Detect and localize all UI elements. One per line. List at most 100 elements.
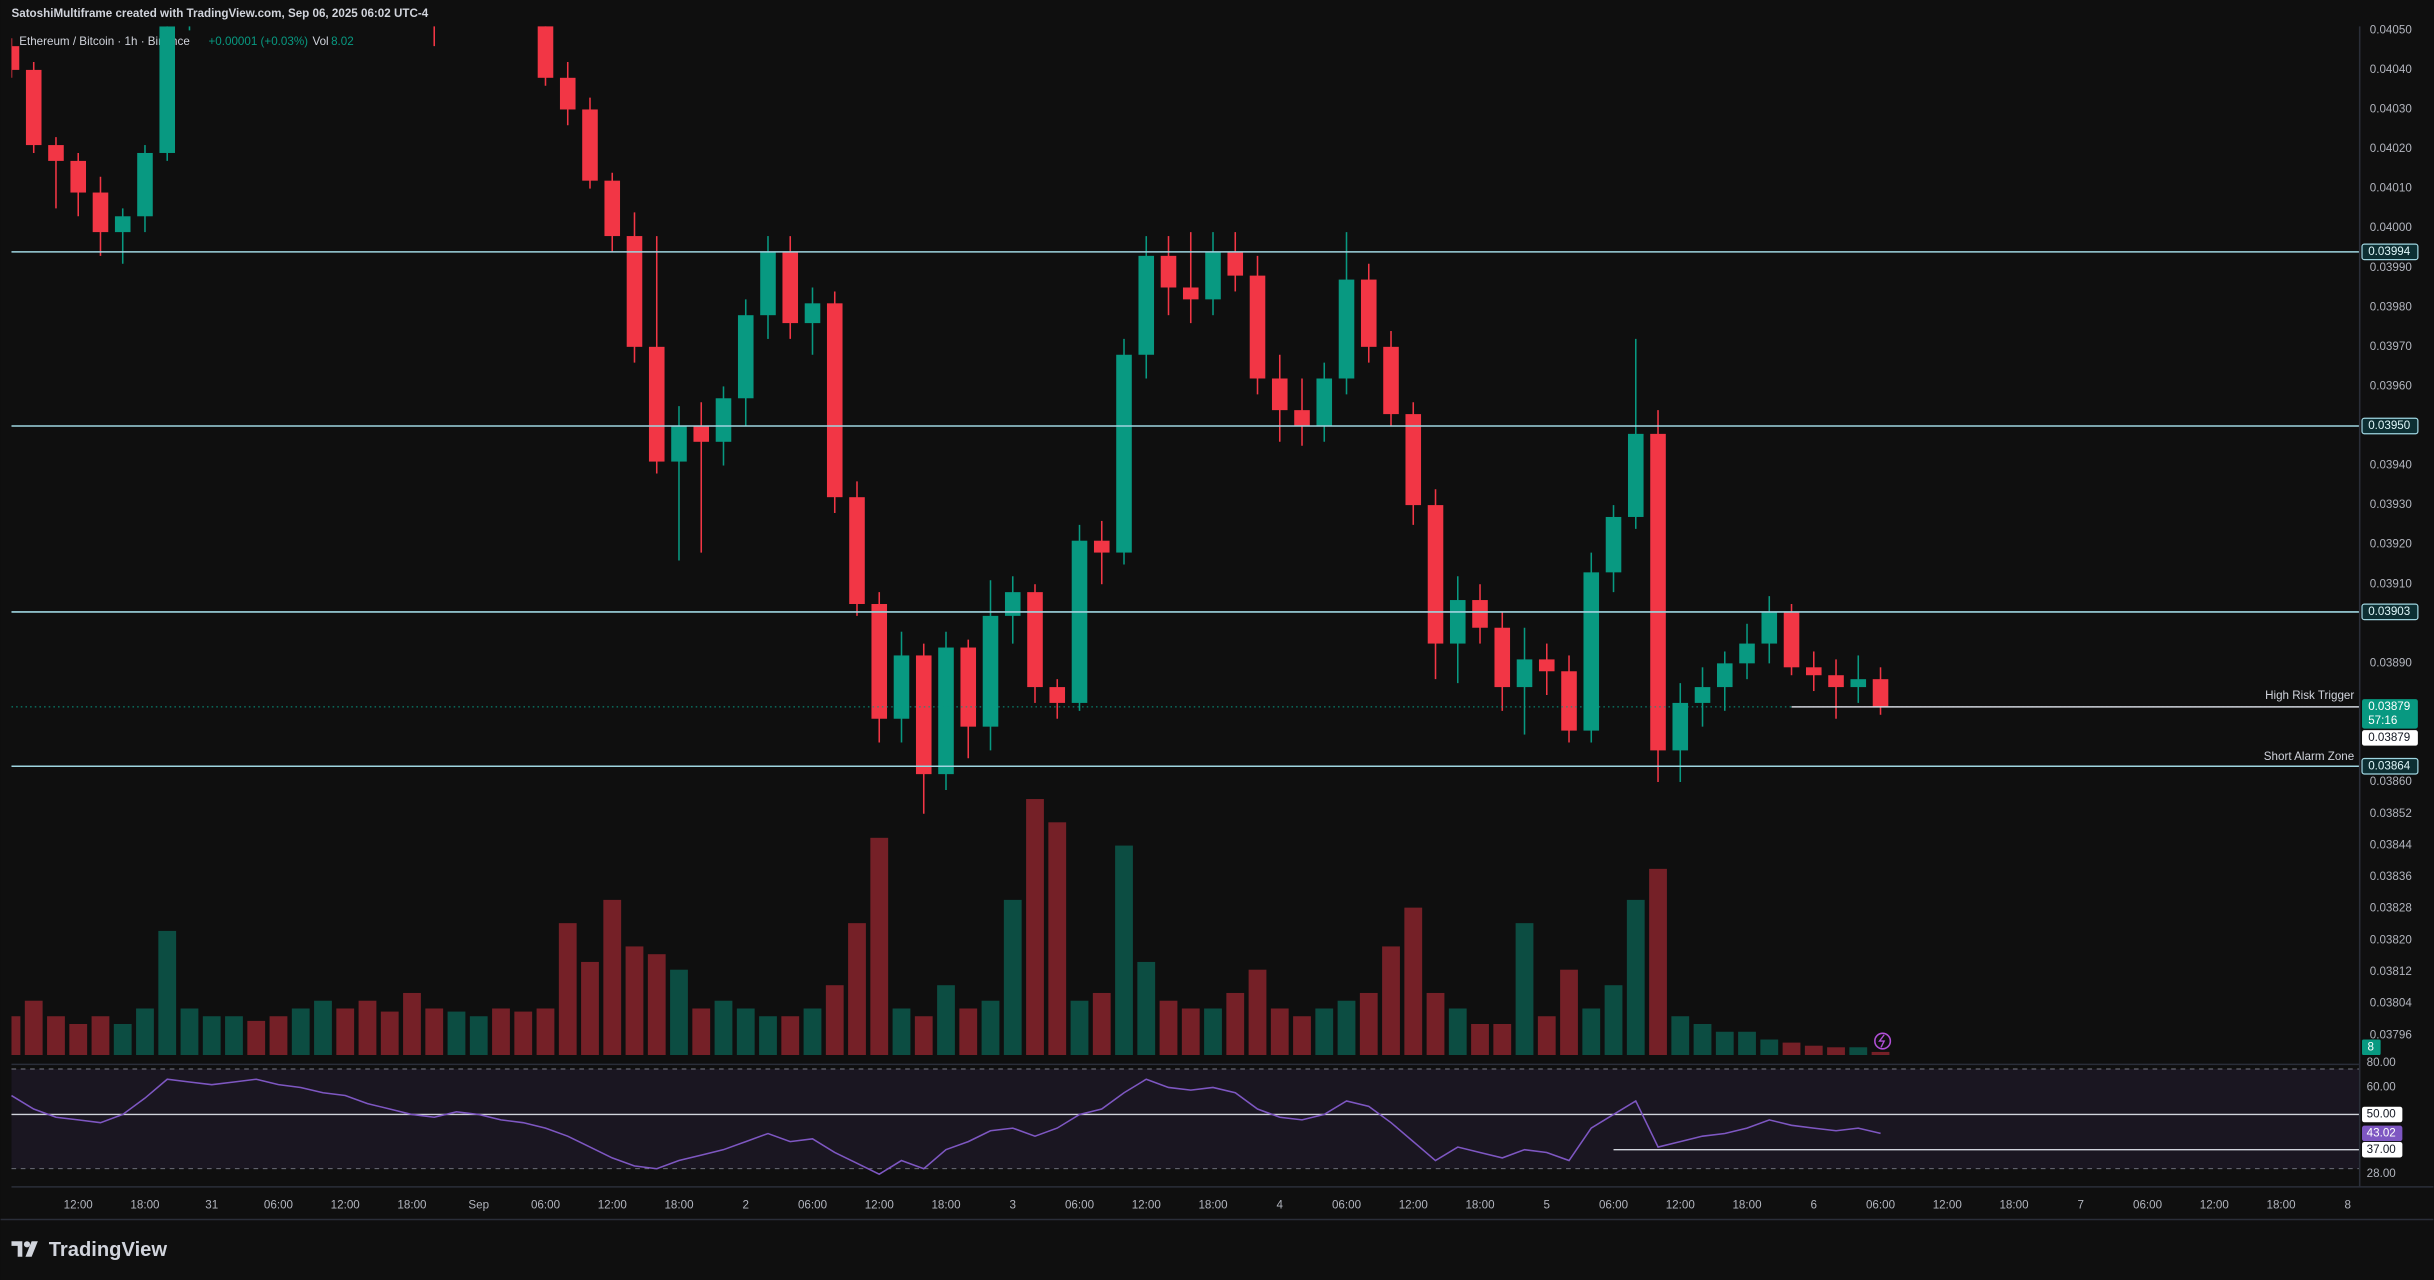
- candle-body: [1160, 255, 1177, 288]
- volume-bar: [403, 992, 421, 1056]
- volume-bar: [1493, 1024, 1512, 1056]
- volume-bar: [380, 1011, 399, 1056]
- x-tick-label: 18:00: [2266, 1199, 2296, 1212]
- rsi-band: [11, 1068, 2359, 1169]
- x-tick-label: 12:00: [1666, 1199, 1696, 1212]
- candle-body: [1739, 643, 1755, 664]
- y-tick-label: 0.03890: [2370, 656, 2413, 669]
- x-tick-label: 12:00: [331, 1199, 361, 1212]
- candle-body: [1427, 505, 1444, 644]
- level-annotation: Short Alarm Zone: [2264, 750, 2354, 763]
- x-tick-label: 18:00: [397, 1199, 427, 1212]
- volume-bar: [1471, 1024, 1489, 1056]
- volume-bar: [1137, 961, 1156, 1056]
- x-tick-label: 4: [1277, 1199, 1284, 1212]
- rsi-tick-label: 80.00: [2367, 1056, 2397, 1069]
- candle-body: [114, 216, 131, 233]
- x-tick-label: 31: [205, 1199, 218, 1212]
- y-tick-label: 0.03804: [2370, 997, 2413, 1010]
- candle-body: [1672, 702, 1689, 751]
- volume-bar: [558, 923, 577, 1056]
- price-change: +0.00001 (+0.03%): [209, 35, 309, 48]
- candle-body: [1694, 687, 1711, 703]
- volume-bar: [269, 1016, 288, 1056]
- volume-bar: [1315, 1008, 1334, 1056]
- alert-icon[interactable]: [1874, 1032, 1892, 1050]
- volume-bar: [514, 1011, 533, 1056]
- x-tick-label: 12:00: [1399, 1199, 1429, 1212]
- volume-bar: [1204, 1008, 1222, 1056]
- y-tick-label: 0.04040: [2370, 63, 2413, 76]
- candle-body: [92, 192, 109, 233]
- volume-bar: [1181, 1008, 1200, 1056]
- y-tick-label: 0.03990: [2370, 261, 2413, 274]
- x-tick-label: 12:00: [598, 1199, 628, 1212]
- candle-body: [25, 69, 42, 146]
- volume-bar: [91, 1016, 110, 1056]
- rsi-tick-bg: [2362, 1125, 2403, 1142]
- volume-bar: [736, 1008, 755, 1056]
- volume-bar: [870, 837, 889, 1056]
- y-tick-label: 0.04020: [2370, 142, 2413, 155]
- candle-body: [737, 315, 754, 399]
- countdown: 57:16: [2368, 714, 2397, 727]
- volume-bar: [536, 1008, 555, 1056]
- x-tick-label: 06:00: [264, 1199, 294, 1212]
- candle-body: [1605, 516, 1622, 573]
- volume-bar: [670, 969, 688, 1056]
- volume-bar: [336, 1008, 355, 1056]
- y-tick-label: 0.04050: [2370, 23, 2413, 36]
- volume-bar: [1359, 992, 1378, 1056]
- candle-body: [1716, 663, 1733, 688]
- volume-bar: [1048, 822, 1067, 1056]
- volume-bar: [1448, 1008, 1467, 1056]
- x-tick-label: 8: [2345, 1199, 2351, 1212]
- watermark: TradingView: [49, 1239, 168, 1261]
- y-tick-label: 0.04010: [2370, 182, 2413, 195]
- volume-bar: [1626, 899, 1645, 1056]
- level-label: 0.03864: [2368, 759, 2411, 772]
- x-tick-label: 18:00: [1732, 1199, 1762, 1212]
- x-tick-label: 5: [1544, 1199, 1550, 1212]
- volume-bar: [1159, 1000, 1178, 1056]
- x-tick-label: 18:00: [931, 1199, 961, 1212]
- volume-bar: [225, 1016, 243, 1056]
- volume-bar: [1582, 1008, 1601, 1056]
- volume-bar: [1560, 969, 1578, 1056]
- y-tick-label: 0.03812: [2370, 965, 2412, 978]
- volume-bar: [1248, 969, 1267, 1056]
- volume-bar: [692, 1008, 711, 1056]
- rsi-tick-label: 60.00: [2367, 1080, 2397, 1093]
- volume-bar: [1092, 992, 1111, 1056]
- level-label-bg: [2361, 757, 2419, 775]
- volume-bar: [47, 1016, 65, 1056]
- y-tick-label: 0.03960: [2370, 379, 2413, 392]
- candle-body: [1449, 600, 1466, 644]
- candle-body: [604, 180, 621, 237]
- trigger-annotation: High Risk Trigger: [2265, 689, 2354, 702]
- rsi-tick-bg: [2362, 1106, 2403, 1123]
- volume-bar: [69, 1024, 88, 1056]
- candle-body: [1205, 251, 1221, 300]
- volume-label: 8: [2367, 1040, 2373, 1053]
- candle-body: [1116, 354, 1132, 553]
- volume-bar: [447, 1011, 466, 1056]
- volume-bar: [1226, 992, 1245, 1056]
- x-tick-label: 18:00: [1999, 1199, 2029, 1212]
- volume-bar: [202, 1016, 221, 1056]
- volume-bar: [1782, 1042, 1801, 1056]
- volume-bar: [1693, 1024, 1712, 1056]
- logo-slash: [25, 1241, 38, 1257]
- volume-bar: [113, 1024, 132, 1056]
- candle-body: [1538, 659, 1555, 672]
- candle-body: [715, 398, 732, 442]
- candle-body: [648, 346, 665, 462]
- volume-bar: [647, 954, 666, 1056]
- candle-body: [693, 425, 710, 442]
- y-tick-label: 0.03940: [2370, 459, 2413, 472]
- level-label: 0.03950: [2368, 419, 2411, 432]
- candle-body: [1004, 592, 1021, 616]
- volume-bar: [1426, 992, 1445, 1056]
